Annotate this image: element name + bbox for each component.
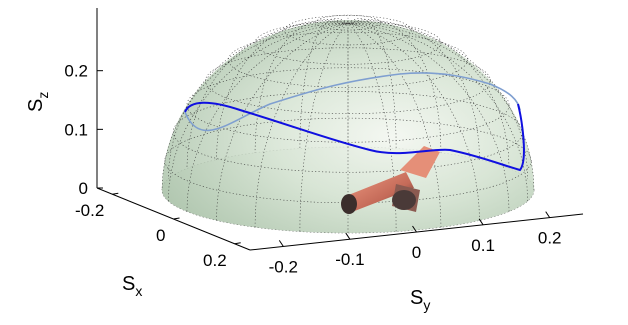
longitude-line-5 [299, 18, 397, 232]
longitude-line-7 [299, 18, 397, 232]
longitude-line-9 [216, 20, 480, 221]
y-tick-label-2: 0 [412, 243, 421, 262]
trajectory-back-segment [184, 72, 521, 132]
y-tick-mark-4 [545, 211, 551, 218]
x-tick-mark-1 [173, 217, 180, 220]
latitude-line-7 [284, 15, 412, 46]
trajectory-front-segment [184, 101, 525, 172]
y-tick-mark-2 [412, 225, 417, 233]
x-tick-label-1: 0 [156, 226, 165, 245]
z-tick-label-0: 0 [79, 179, 88, 198]
x-tick-mark-0 [112, 192, 119, 195]
x-tick-label-2: 0.2 [203, 251, 227, 270]
latitude-line-8 [315, 14, 381, 31]
z-tick-label-1: 0.1 [64, 120, 88, 139]
longitude-line-8 [254, 19, 442, 228]
trapped-object [341, 146, 440, 214]
axis-labels: Sz Sx Sy [25, 92, 430, 313]
x-tick-label-0: -0.2 [75, 201, 104, 220]
longitude-line-0 [161, 23, 535, 191]
y-tick-label-0: -0.2 [269, 257, 298, 276]
latitude-line-4 [205, 47, 491, 114]
y-tick-mark-0 [278, 240, 284, 247]
longitude-line-1 [168, 22, 528, 202]
y-tick-mark-3 [478, 218, 484, 226]
y-tick-mark-1 [345, 232, 351, 240]
y-tick-label-3: 0.1 [471, 236, 495, 255]
axis-ticks: 0 0.1 0.2 -0.2 0 0.2 -0.2 -0.1 0 0.1 0.2 [64, 62, 561, 277]
y-axis-label: Sy [410, 287, 430, 313]
longitude-line-10 [186, 21, 510, 212]
x-axis-label: Sx [122, 273, 142, 299]
z-tick-label-2: 0.2 [64, 62, 88, 81]
x-tick-mark-2 [234, 242, 241, 245]
longitude-line-4 [254, 19, 442, 228]
z-axis-label: Sz [25, 92, 51, 112]
longitude-line-11 [168, 22, 528, 202]
y-tick-label-1: -0.1 [335, 250, 364, 269]
y-tick-label-4: 0.2 [538, 229, 562, 248]
latitude-line-3 [186, 67, 510, 143]
longitude-line-3 [216, 20, 480, 221]
